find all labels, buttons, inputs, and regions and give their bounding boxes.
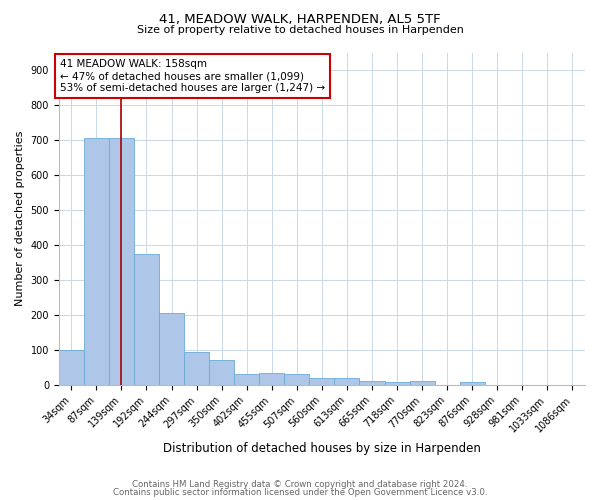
Bar	[385, 382, 410, 385]
Text: 41 MEADOW WALK: 158sqm
← 47% of detached houses are smaller (1,099)
53% of semi-: 41 MEADOW WALK: 158sqm ← 47% of detached…	[60, 60, 325, 92]
Text: Contains public sector information licensed under the Open Government Licence v3: Contains public sector information licen…	[113, 488, 487, 497]
Bar	[334, 378, 359, 385]
Bar	[109, 138, 134, 385]
Bar	[359, 382, 385, 385]
Text: 41, MEADOW WALK, HARPENDEN, AL5 5TF: 41, MEADOW WALK, HARPENDEN, AL5 5TF	[159, 12, 441, 26]
Bar	[310, 378, 334, 385]
Text: Contains HM Land Registry data © Crown copyright and database right 2024.: Contains HM Land Registry data © Crown c…	[132, 480, 468, 489]
Bar	[209, 360, 234, 385]
Bar	[410, 382, 434, 385]
Bar	[159, 313, 184, 385]
Bar	[184, 352, 209, 385]
Y-axis label: Number of detached properties: Number of detached properties	[15, 131, 25, 306]
Text: Size of property relative to detached houses in Harpenden: Size of property relative to detached ho…	[137, 25, 463, 35]
Bar	[59, 350, 84, 385]
X-axis label: Distribution of detached houses by size in Harpenden: Distribution of detached houses by size …	[163, 442, 481, 455]
Bar	[234, 374, 259, 385]
Bar	[284, 374, 310, 385]
Bar	[84, 138, 109, 385]
Bar	[259, 374, 284, 385]
Bar	[134, 254, 159, 385]
Bar	[460, 382, 485, 385]
